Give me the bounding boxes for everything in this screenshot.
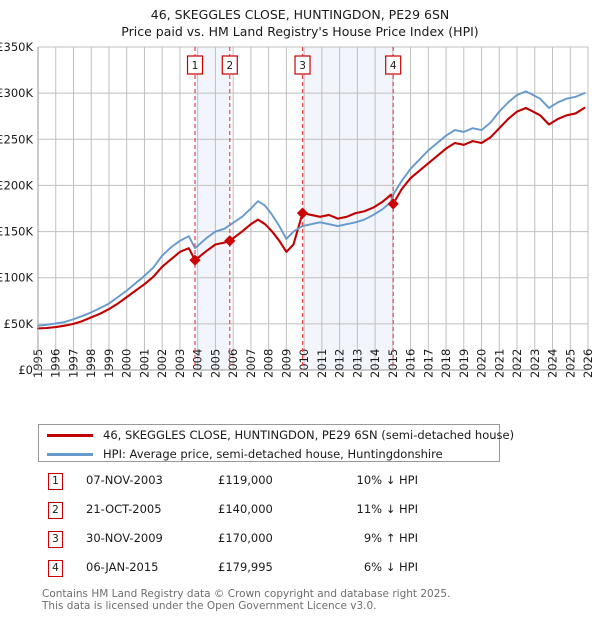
sale-price: £119,000 bbox=[218, 473, 273, 487]
chart-legend: 46, SKEGGLES CLOSE, HUNTINGDON, PE29 6SN… bbox=[38, 424, 514, 463]
x-axis-tick-label: 1999 bbox=[102, 349, 116, 378]
x-axis-tick-label: 2024 bbox=[546, 349, 560, 378]
sale-date: 30-NOV-2009 bbox=[86, 531, 163, 545]
sale-marker-number: 4 bbox=[390, 60, 397, 72]
x-axis-tick-label: 1996 bbox=[49, 349, 63, 378]
x-axis-tick-label: 2014 bbox=[368, 349, 382, 378]
sale-price: £170,000 bbox=[218, 531, 273, 545]
page-title: 46, SKEGGLES CLOSE, HUNTINGDON, PE29 6SN… bbox=[0, 6, 600, 40]
sale-marker-number: 3 bbox=[299, 60, 306, 72]
x-axis-tick-label: 2000 bbox=[120, 349, 134, 378]
x-axis-tick-label: 2018 bbox=[439, 349, 453, 378]
x-axis-tick-label: 2012 bbox=[333, 349, 347, 378]
chart-area: £0£50K£100K£150K£200K£250K£300K£350K1995… bbox=[0, 38, 600, 418]
x-axis-tick-label: 2002 bbox=[155, 349, 169, 378]
y-axis-tick-label: £200K bbox=[0, 178, 33, 192]
x-axis-tick-label: 2006 bbox=[226, 349, 240, 378]
y-axis-tick-label: £250K bbox=[0, 132, 33, 146]
footer-line-copyright: Contains HM Land Registry data © Crown c… bbox=[42, 588, 451, 600]
sale-marker-number: 1 bbox=[192, 60, 199, 72]
sale-date: 06-JAN-2015 bbox=[86, 560, 159, 574]
sale-point-marker bbox=[224, 235, 236, 247]
x-axis-tick-label: 2025 bbox=[563, 349, 577, 378]
sale-marker-badge: 4 bbox=[48, 560, 63, 577]
x-axis-tick-label: 2008 bbox=[262, 349, 276, 378]
sale-marker-badge: 1 bbox=[48, 473, 63, 490]
sale-price: £140,000 bbox=[218, 502, 273, 516]
sale-marker-box bbox=[186, 55, 204, 75]
chart-shaded-band bbox=[195, 47, 230, 370]
sale-hpi-delta: 6% ↓ HPI bbox=[363, 560, 418, 574]
y-axis-tick-label: £100K bbox=[0, 271, 33, 285]
footer-attribution: Contains HM Land Registry data © Crown c… bbox=[42, 588, 562, 612]
x-axis-tick-label: 2001 bbox=[137, 349, 151, 378]
y-axis-tick-label: £0 bbox=[18, 363, 33, 377]
x-axis-tick-label: 2007 bbox=[244, 349, 258, 378]
sale-marker-box bbox=[221, 55, 238, 75]
sale-point-marker bbox=[387, 198, 399, 210]
y-axis-tick-label: £50K bbox=[4, 317, 34, 331]
table-row: 2 21-OCT-2005 £140,000 11% ↓ HPI bbox=[38, 501, 508, 530]
chart-title: 46, SKEGGLES CLOSE, HUNTINGDON, PE29 6SN bbox=[150, 7, 450, 22]
sale-date: 21-OCT-2005 bbox=[86, 502, 162, 516]
x-axis-tick-label: 2017 bbox=[421, 349, 435, 378]
footer-line-licence: This data is licensed under the Open Gov… bbox=[42, 600, 377, 612]
sale-marker-badge: 3 bbox=[48, 531, 63, 548]
sale-price: £179,995 bbox=[218, 560, 273, 574]
table-row: 4 06-JAN-2015 £179,995 6% ↓ HPI bbox=[38, 559, 508, 588]
sale-marker-box bbox=[294, 55, 311, 75]
sale-date: 07-NOV-2003 bbox=[86, 473, 163, 487]
table-row: 3 30-NOV-2009 £170,000 9% ↑ HPI bbox=[38, 530, 508, 559]
legend-swatch-price-paid bbox=[47, 433, 93, 437]
x-axis-tick-label: 2019 bbox=[457, 349, 471, 378]
x-axis-tick-label: 2013 bbox=[350, 349, 364, 378]
x-axis-tick-label: 2011 bbox=[315, 349, 329, 378]
sale-marker-box bbox=[385, 55, 402, 75]
x-axis-tick-label: 2010 bbox=[297, 349, 311, 378]
sale-point-marker bbox=[296, 207, 309, 219]
chart-shaded-band bbox=[302, 47, 394, 370]
x-axis-tick-label: 2003 bbox=[173, 349, 187, 378]
price-chart-svg: £0£50K£100K£150K£200K£250K£300K£350K1995… bbox=[0, 40, 595, 378]
y-axis-tick-label: £350K bbox=[0, 40, 33, 54]
x-axis-tick-label: 2022 bbox=[510, 349, 524, 378]
y-axis-tick-label: £300K bbox=[0, 86, 33, 100]
x-axis-tick-label: 1997 bbox=[66, 349, 80, 378]
legend-label-price-paid: 46, SKEGGLES CLOSE, HUNTINGDON, PE29 6SN… bbox=[103, 428, 515, 442]
legend-label-hpi: HPI: Average price, semi-detached house,… bbox=[103, 447, 443, 461]
x-axis-tick-label: 2005 bbox=[208, 349, 222, 378]
table-row: 1 07-NOV-2003 £119,000 10% ↓ HPI bbox=[38, 472, 508, 501]
chart-subtitle: Price paid vs. HM Land Registry's House … bbox=[121, 24, 479, 39]
sale-hpi-delta: 11% ↓ HPI bbox=[356, 502, 418, 516]
y-axis-tick-label: £150K bbox=[0, 225, 33, 239]
legend-item-hpi: HPI: Average price, semi-detached house,… bbox=[39, 445, 499, 463]
x-axis-tick-label: 2016 bbox=[404, 349, 418, 378]
x-axis-tick-label: 2004 bbox=[191, 349, 205, 378]
x-axis-tick-label: 1998 bbox=[84, 349, 98, 378]
sale-marker-badge: 2 bbox=[48, 502, 63, 519]
sales-table: 1 07-NOV-2003 £119,000 10% ↓ HPI 2 21-OC… bbox=[38, 472, 508, 588]
x-axis-tick-label: 2020 bbox=[475, 349, 489, 378]
sale-hpi-delta: 10% ↓ HPI bbox=[356, 473, 418, 487]
sale-marker-number: 2 bbox=[226, 60, 233, 72]
x-axis-tick-label: 2023 bbox=[528, 349, 542, 378]
legend-swatch-hpi bbox=[47, 452, 93, 456]
sale-hpi-delta: 9% ↑ HPI bbox=[363, 531, 418, 545]
series-line-hpi bbox=[37, 90, 586, 327]
series-line-price-paid bbox=[36, 106, 586, 330]
x-axis-tick-label: 2026 bbox=[581, 349, 595, 378]
x-axis-tick-label: 2021 bbox=[492, 349, 506, 378]
x-axis-tick-label: 2009 bbox=[279, 349, 293, 378]
legend-item-price-paid: 46, SKEGGLES CLOSE, HUNTINGDON, PE29 6SN… bbox=[39, 426, 514, 444]
